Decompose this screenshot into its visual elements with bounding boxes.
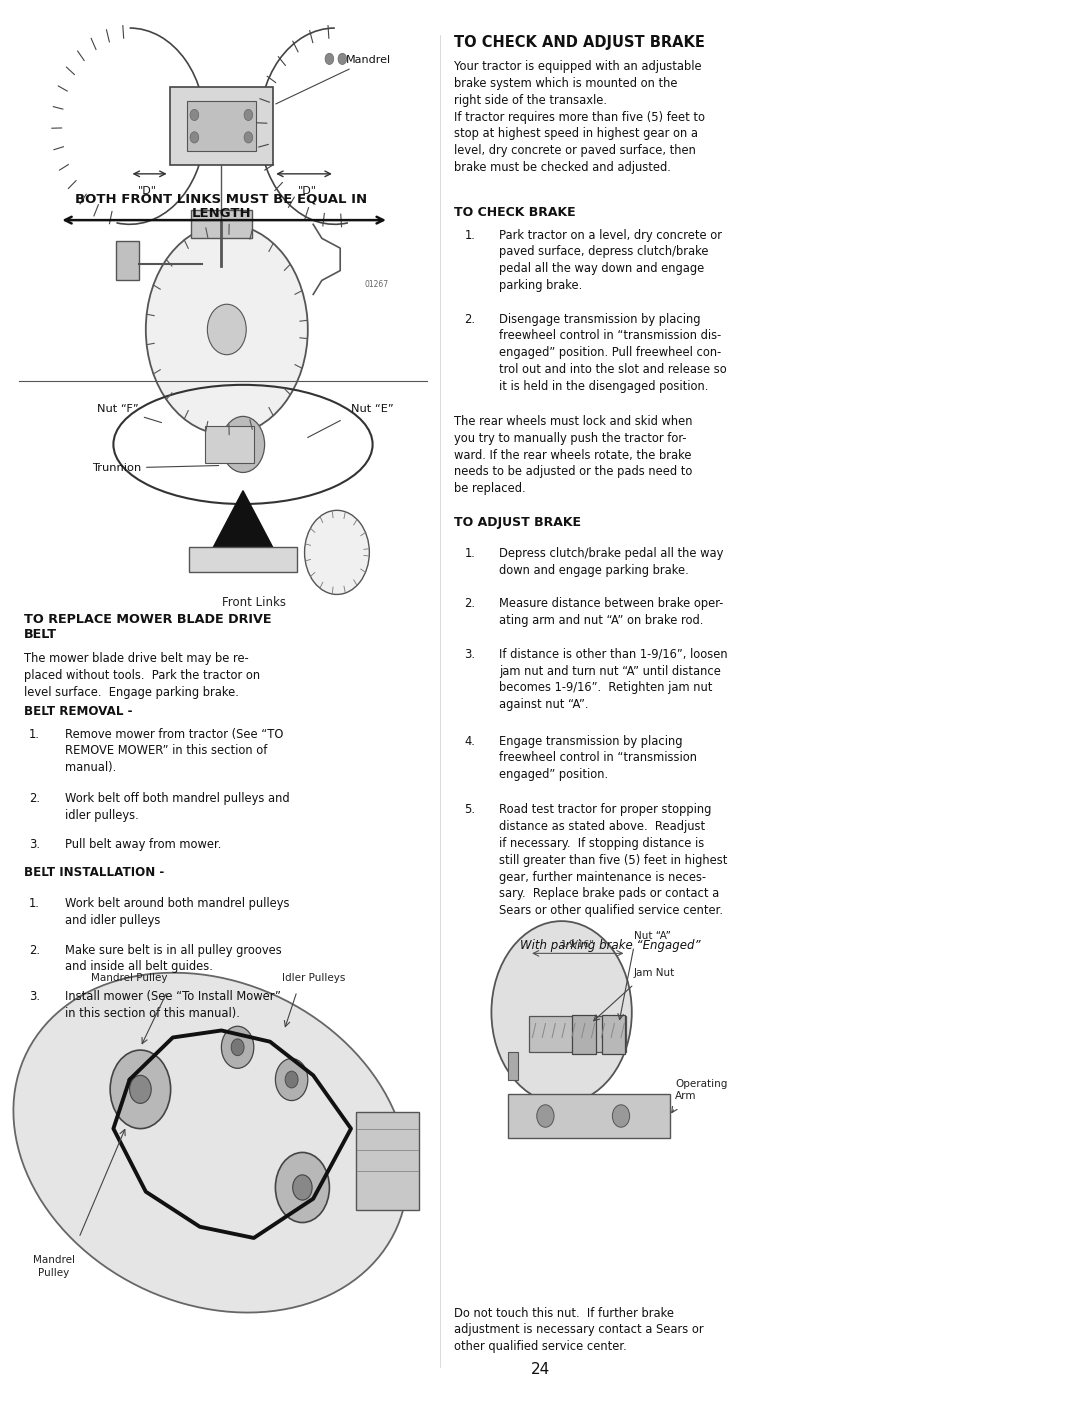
Text: If distance is other than 1-9/16”, loosen
jam nut and turn nut “A” until distanc: If distance is other than 1-9/16”, loose…	[499, 648, 728, 711]
Text: 3.: 3.	[464, 648, 475, 660]
Text: 4.: 4.	[464, 735, 475, 747]
Bar	[191, 210, 252, 238]
Text: BOTH FRONT LINKS MUST BE EQUAL IN
LENGTH: BOTH FRONT LINKS MUST BE EQUAL IN LENGTH	[76, 192, 367, 220]
Circle shape	[130, 1075, 151, 1103]
Polygon shape	[211, 491, 275, 552]
Text: Your tractor is equipped with an adjustable
brake system which is mounted on the: Your tractor is equipped with an adjusta…	[454, 60, 704, 174]
Bar	[602, 1015, 625, 1054]
Bar	[187, 101, 256, 151]
Text: Front Links: Front Links	[221, 596, 286, 608]
Text: Trunnion: Trunnion	[92, 463, 218, 472]
Circle shape	[537, 1105, 554, 1127]
Text: Measure distance between brake oper-
ating arm and nut “A” on brake rod.: Measure distance between brake oper- ati…	[499, 597, 724, 627]
Text: Operating
Arm: Operating Arm	[675, 1078, 727, 1101]
Text: Idler Pulleys: Idler Pulleys	[282, 973, 345, 983]
Bar	[529, 1016, 626, 1052]
Text: "D": "D"	[137, 186, 157, 196]
Circle shape	[221, 1026, 254, 1068]
Text: 2.: 2.	[464, 597, 475, 610]
Text: Depress clutch/brake pedal all the way
down and engage parking brake.: Depress clutch/brake pedal all the way d…	[499, 547, 724, 576]
Text: Work belt off both mandrel pulleys and
idler pulleys.: Work belt off both mandrel pulleys and i…	[65, 792, 289, 822]
Bar	[189, 547, 297, 572]
Text: Remove mower from tractor (See “TO
REMOVE MOWER” in this section of
manual).: Remove mower from tractor (See “TO REMOV…	[65, 728, 283, 774]
Circle shape	[285, 1071, 298, 1088]
Text: 3.: 3.	[29, 990, 40, 1002]
Text: BELT INSTALLATION -: BELT INSTALLATION -	[24, 866, 164, 879]
Circle shape	[612, 1105, 630, 1127]
Bar	[205, 426, 254, 463]
Text: 01267: 01267	[365, 280, 389, 289]
Circle shape	[190, 132, 199, 143]
Text: The mower blade drive belt may be re-
placed without tools.  Park the tractor on: The mower blade drive belt may be re- pl…	[24, 652, 260, 698]
Text: Work belt around both mandrel pulleys
and idler pulleys: Work belt around both mandrel pulleys an…	[65, 897, 289, 927]
Text: Install mower (See “To Install Mower”
in this section of this manual).: Install mower (See “To Install Mower” in…	[65, 990, 281, 1019]
Text: 1-9/16”: 1-9/16”	[561, 939, 595, 948]
Text: "D": "D"	[298, 186, 318, 196]
Circle shape	[338, 53, 347, 64]
Bar	[572, 1015, 596, 1054]
Text: With parking brake “Engaged”: With parking brake “Engaged”	[519, 939, 701, 952]
Circle shape	[190, 109, 199, 121]
Circle shape	[305, 510, 369, 594]
Text: 2.: 2.	[29, 792, 40, 805]
Circle shape	[275, 1152, 329, 1223]
Text: TO REPLACE MOWER BLADE DRIVE
BELT: TO REPLACE MOWER BLADE DRIVE BELT	[24, 613, 271, 641]
Text: 1.: 1.	[464, 229, 475, 241]
Circle shape	[293, 1175, 312, 1200]
Ellipse shape	[13, 973, 408, 1312]
Text: Park tractor on a level, dry concrete or
paved surface, depress clutch/brake
ped: Park tractor on a level, dry concrete or…	[499, 229, 721, 292]
Circle shape	[244, 109, 253, 121]
Circle shape	[275, 1059, 308, 1101]
Text: Nut “E”: Nut “E”	[351, 404, 393, 414]
Text: Disengage transmission by placing
freewheel control in “transmission dis-
engage: Disengage transmission by placing freewh…	[499, 313, 727, 393]
Text: Make sure belt is in all pulley grooves
and inside all belt guides.: Make sure belt is in all pulley grooves …	[65, 944, 282, 973]
Text: Road test tractor for proper stopping
distance as stated above.  Readjust
if nec: Road test tractor for proper stopping di…	[499, 803, 727, 917]
Text: Nut “A”: Nut “A”	[634, 931, 671, 941]
Text: Do not touch this nut.  If further brake
adjustment is necessary contact a Sears: Do not touch this nut. If further brake …	[454, 1307, 703, 1353]
Bar	[116, 241, 139, 280]
Text: TO CHECK AND ADJUST BRAKE: TO CHECK AND ADJUST BRAKE	[454, 35, 704, 50]
Bar	[170, 87, 273, 165]
Circle shape	[110, 1050, 171, 1129]
Text: 3.: 3.	[29, 838, 40, 851]
Circle shape	[221, 416, 265, 472]
Circle shape	[146, 224, 308, 435]
Polygon shape	[508, 1094, 670, 1138]
Text: 2.: 2.	[464, 313, 475, 325]
Circle shape	[244, 132, 253, 143]
Text: Jam Nut: Jam Nut	[634, 967, 675, 977]
Text: Mandrel Pulley: Mandrel Pulley	[92, 973, 167, 983]
Text: Mandrel
Pulley: Mandrel Pulley	[33, 1255, 75, 1277]
Text: Engage transmission by placing
freewheel control in “transmission
engaged” posit: Engage transmission by placing freewheel…	[499, 735, 697, 781]
Bar	[356, 1112, 419, 1210]
Text: 24: 24	[530, 1361, 550, 1377]
Bar	[508, 1052, 518, 1080]
Text: 1.: 1.	[29, 897, 40, 910]
Text: 2.: 2.	[29, 944, 40, 956]
Text: Pull belt away from mower.: Pull belt away from mower.	[65, 838, 221, 851]
Text: TO CHECK BRAKE: TO CHECK BRAKE	[454, 206, 576, 219]
Circle shape	[491, 921, 632, 1103]
Text: Mandrel: Mandrel	[275, 55, 391, 104]
Circle shape	[207, 304, 246, 355]
Text: TO ADJUST BRAKE: TO ADJUST BRAKE	[454, 516, 581, 529]
Text: 1.: 1.	[464, 547, 475, 559]
Circle shape	[325, 53, 334, 64]
Text: 1.: 1.	[29, 728, 40, 740]
Text: BELT REMOVAL -: BELT REMOVAL -	[24, 705, 132, 718]
Text: The rear wheels must lock and skid when
you try to manually push the tractor for: The rear wheels must lock and skid when …	[454, 415, 692, 495]
Text: 5.: 5.	[464, 803, 475, 816]
Text: Nut “F”: Nut “F”	[97, 404, 162, 422]
Circle shape	[231, 1039, 244, 1056]
